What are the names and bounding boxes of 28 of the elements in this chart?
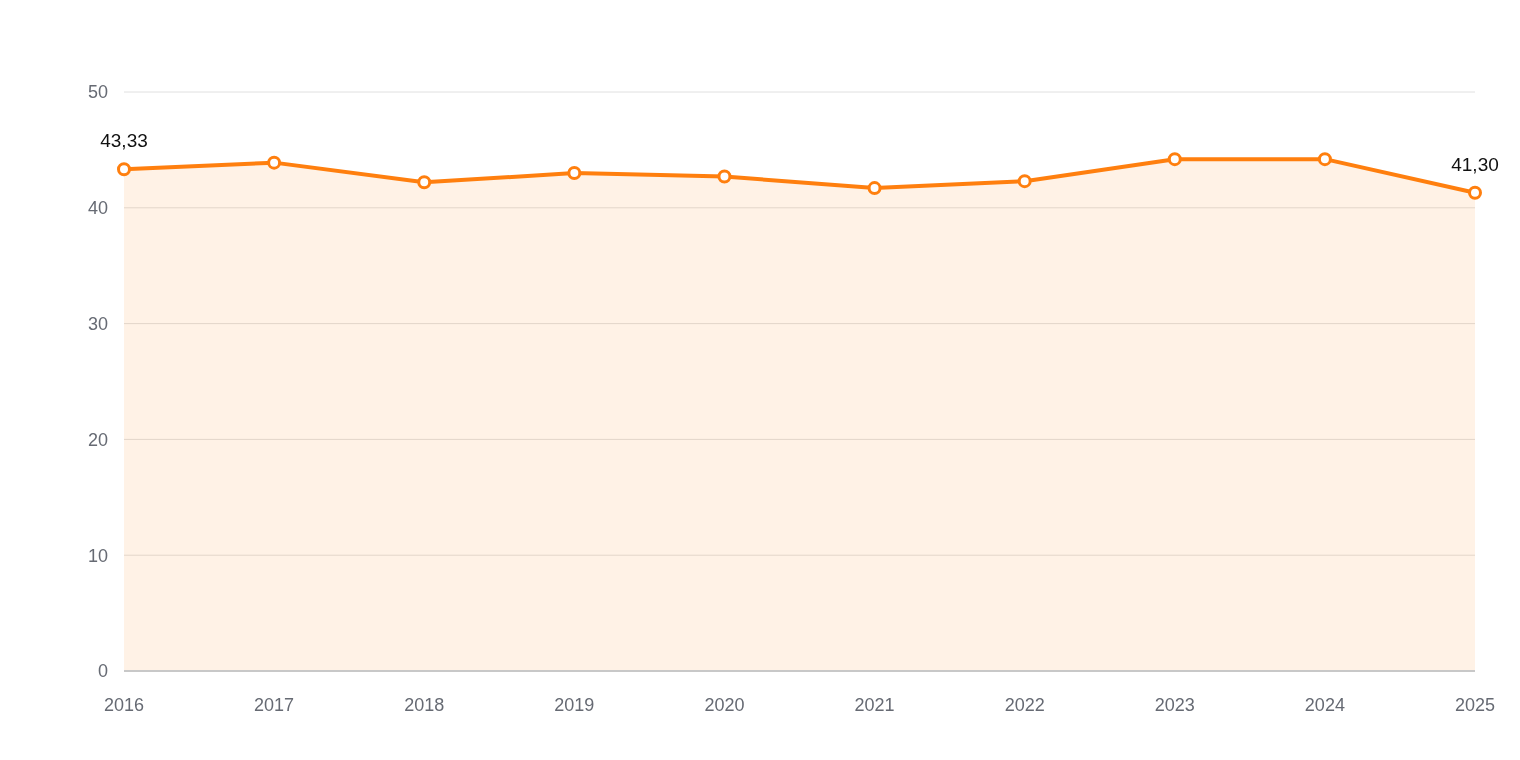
point	[1017, 174, 1032, 189]
y-tick-label: 0	[97, 661, 108, 682]
point	[1468, 185, 1482, 200]
data-label: 43,33	[100, 130, 148, 152]
y-tick-label: 30	[87, 313, 108, 334]
x-tick-label: 2021	[854, 695, 895, 715]
x-tick-label: 2023	[1154, 695, 1195, 715]
point	[867, 181, 882, 196]
x-tick-label: 2017	[254, 695, 295, 715]
x-tick-label: 2019	[554, 695, 595, 715]
x-tick-label: 2025	[1454, 695, 1496, 715]
y-tick-label: 40	[87, 198, 108, 219]
x-tick-label: 2020	[704, 695, 745, 715]
point	[567, 166, 582, 181]
point	[1167, 152, 1182, 167]
x-tick-label: 2016	[103, 695, 145, 715]
y-tick-label: 10	[87, 545, 108, 566]
y-tick-label: 50	[87, 82, 108, 103]
point	[1317, 152, 1332, 167]
point	[717, 169, 732, 184]
x-tick-label: 2018	[404, 695, 445, 715]
point	[267, 155, 282, 170]
point	[117, 162, 131, 177]
point	[417, 175, 432, 190]
y-tick-label: 20	[87, 429, 108, 450]
x-tick-label: 2024	[1304, 695, 1345, 715]
x-tick-label: 2022	[1004, 695, 1045, 715]
data-label: 41,30	[1451, 153, 1499, 175]
